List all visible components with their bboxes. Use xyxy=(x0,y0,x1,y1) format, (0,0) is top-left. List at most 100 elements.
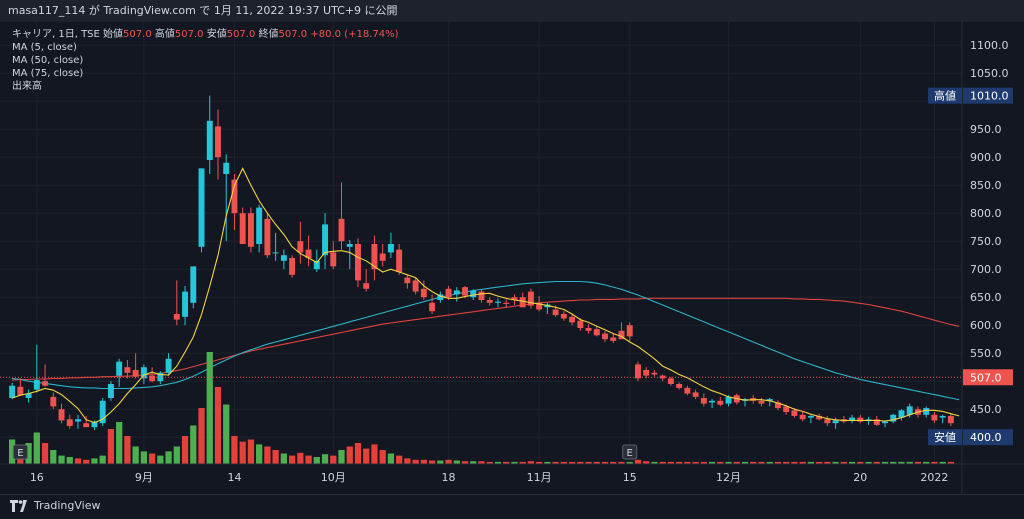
volume-bar xyxy=(577,461,584,464)
candle-body xyxy=(404,277,411,284)
candle xyxy=(42,364,49,387)
candle-body xyxy=(239,213,246,244)
candle xyxy=(519,292,526,308)
y-tick-label: 850.0 xyxy=(970,179,1002,192)
low-value: 507.0 xyxy=(226,29,256,40)
volume-bar xyxy=(807,461,815,464)
candle xyxy=(569,314,576,326)
volume-bar xyxy=(396,455,403,464)
candle xyxy=(676,382,683,390)
volume-bar xyxy=(865,461,872,464)
volume-bar xyxy=(453,460,460,464)
candle xyxy=(931,412,938,424)
volume-bar xyxy=(445,459,452,464)
candle xyxy=(503,299,510,308)
x-tick-label: 18 xyxy=(442,471,456,484)
volume-bar xyxy=(33,432,40,464)
candle xyxy=(840,415,847,424)
candle xyxy=(190,266,197,309)
candle-body xyxy=(107,384,114,398)
volume-bar xyxy=(223,404,230,464)
low-tag-bg xyxy=(963,429,1013,446)
candle xyxy=(890,413,897,424)
volume-bar xyxy=(66,457,73,464)
candle-body xyxy=(807,415,814,418)
y-tick-label: 600.0 xyxy=(970,319,1002,332)
y-tick-label: 900.0 xyxy=(970,151,1002,164)
candle-body xyxy=(140,367,147,379)
candle xyxy=(807,414,814,424)
volume-bar xyxy=(700,461,707,464)
candle xyxy=(634,361,641,382)
volume-bar xyxy=(783,461,790,464)
volume-bar xyxy=(280,453,287,464)
ma75-path xyxy=(12,297,960,381)
volume-bar xyxy=(923,461,930,464)
candle-body xyxy=(379,253,386,261)
volume-bar xyxy=(74,458,82,464)
volume-bar xyxy=(8,439,16,464)
volume-bar xyxy=(503,461,510,464)
grid xyxy=(0,22,962,464)
volume-bar xyxy=(321,454,329,464)
earnings-marker-label: E xyxy=(627,448,633,459)
candle-body xyxy=(182,291,189,317)
volume-bar xyxy=(708,461,716,464)
candle xyxy=(857,414,864,424)
low-tag: 400.0 xyxy=(963,429,1013,446)
candle xyxy=(824,415,831,426)
candle-body xyxy=(33,380,40,390)
volume-bar xyxy=(461,461,469,464)
volume-bar xyxy=(750,461,757,464)
volume-bar xyxy=(536,461,543,464)
candle-body xyxy=(774,402,781,409)
volume-legend[interactable]: 出来高 xyxy=(12,81,42,92)
candle-body xyxy=(626,325,633,337)
candle xyxy=(437,291,444,303)
volume-bar xyxy=(931,461,938,464)
candle xyxy=(478,289,485,303)
low-tag-value: 400.0 xyxy=(970,431,1002,444)
candle xyxy=(322,213,329,270)
candle-body xyxy=(445,288,452,298)
volume-bar xyxy=(412,459,419,464)
volume-bar xyxy=(560,461,567,464)
candle-body xyxy=(552,309,559,316)
candle-body xyxy=(536,302,543,310)
candle xyxy=(305,235,312,267)
volume-bar xyxy=(939,461,946,464)
earnings-marker: E xyxy=(12,444,28,460)
y-tick-label: 800.0 xyxy=(970,207,1002,220)
volume-bar xyxy=(91,458,98,464)
last-price-tag-value: 507.0 xyxy=(970,371,1002,384)
candle xyxy=(445,286,452,300)
candle-body xyxy=(42,381,49,386)
earnings-marker-box xyxy=(12,444,28,460)
ma5-legend[interactable]: MA (5, close) xyxy=(12,42,77,53)
x-tick-label: 15 xyxy=(623,471,637,484)
volume-bar xyxy=(692,461,699,464)
candle-body xyxy=(676,384,683,388)
volume-bar xyxy=(741,461,749,464)
candle xyxy=(379,244,386,267)
y-tick-label: 1050.0 xyxy=(970,67,1009,80)
volume-bar xyxy=(354,443,362,464)
ma75-legend[interactable]: MA (75, close) xyxy=(12,68,84,79)
ma50-legend[interactable]: MA (50, close) xyxy=(12,55,84,66)
candle xyxy=(923,406,930,418)
volume-bars xyxy=(8,352,955,464)
candle-body xyxy=(717,400,724,405)
y-tick-label: 450.0 xyxy=(970,403,1002,416)
price-chart[interactable]: 1100.0 1050.0 950.0 900.0 850.0 800.0 750.0 700… xyxy=(0,22,1024,494)
tradingview-logo[interactable]: TradingView xyxy=(10,499,100,512)
low-tag-label: 安値 xyxy=(934,430,956,444)
candle-body xyxy=(157,372,164,382)
candle xyxy=(215,109,221,180)
ma5-line xyxy=(11,167,960,424)
volume-bar xyxy=(568,461,576,464)
candle-body xyxy=(709,400,716,403)
candle xyxy=(717,396,724,407)
high-tag-label-bg xyxy=(928,87,962,104)
volume-bar xyxy=(914,461,922,464)
high-tag-label: 高値 xyxy=(934,89,956,103)
